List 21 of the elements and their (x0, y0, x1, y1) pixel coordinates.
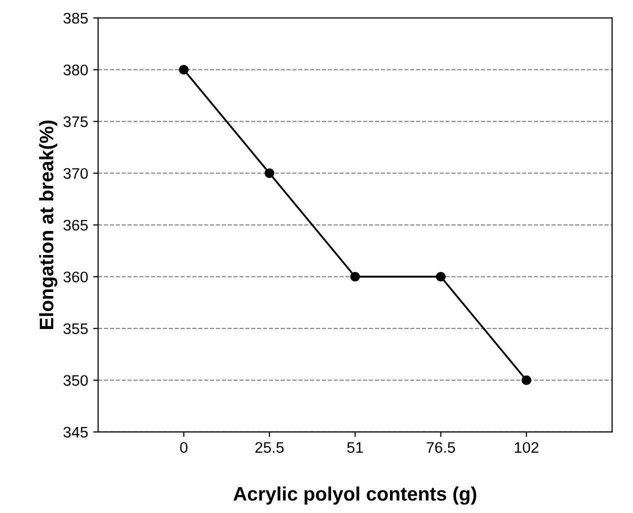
y-tick-label: 365 (63, 220, 88, 231)
x-tick-label: 76.5 (426, 442, 456, 453)
x-tick-label: 0 (180, 442, 188, 453)
y-tick-label: 375 (63, 116, 88, 128)
y-tick-label: 350 (63, 375, 88, 386)
point (522, 375, 532, 386)
point (178, 64, 189, 75)
y-tick-label: 360 (63, 272, 88, 282)
y-tick-label: 345 (63, 426, 88, 438)
y-tick-label: 355 (63, 323, 88, 334)
point (436, 272, 446, 282)
point (350, 272, 360, 282)
x-tick-label: 102 (514, 442, 538, 453)
y-tick-label: 370 (63, 168, 88, 179)
x-tick-label: 25.5 (255, 442, 284, 453)
x-axis-title: Acrylic polyol contents (g) (234, 486, 476, 505)
y-axis-title: Elongation at break(%) (39, 120, 58, 329)
point (264, 168, 274, 178)
y-tick-label: 380 (63, 64, 88, 76)
x-tick-label: 51 (347, 442, 363, 453)
y-tick-label: 385 (63, 12, 88, 24)
